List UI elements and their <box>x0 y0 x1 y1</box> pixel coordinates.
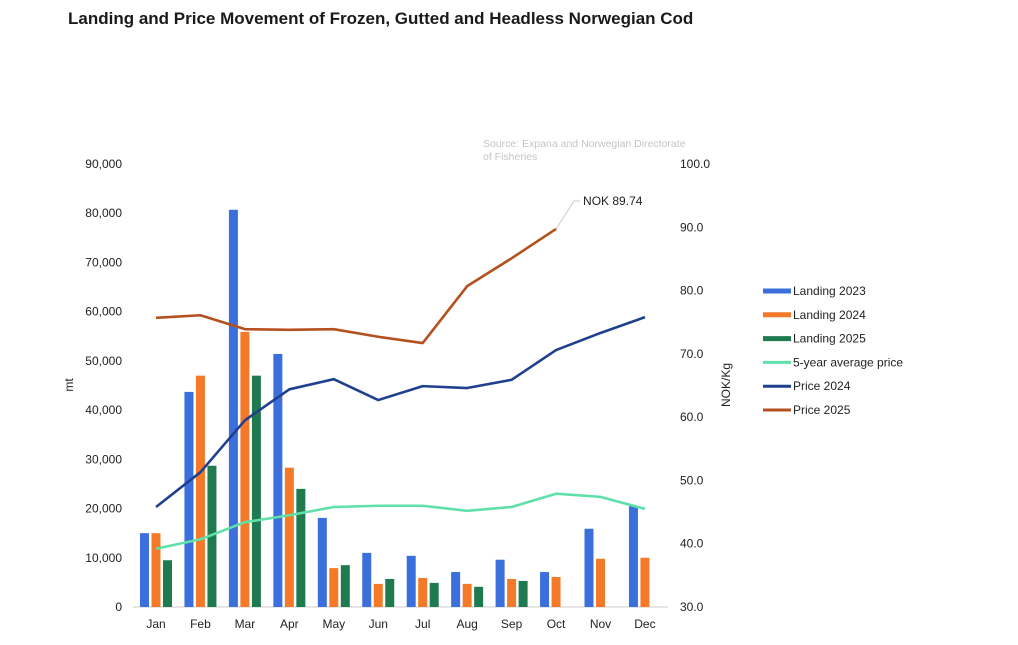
bar-landing-2024 <box>596 558 605 607</box>
bar-landing-2024 <box>462 583 472 607</box>
source-line-2: of Fisheries <box>483 151 537 163</box>
bar-landing-2024 <box>329 568 339 607</box>
line-price-2025 <box>155 227 557 345</box>
bar-landing-2025 <box>518 580 528 607</box>
x-tick-label: Apr <box>280 617 299 631</box>
right-tick-label: 60.0 <box>680 410 704 424</box>
legend-label: Price 2025 <box>793 403 851 417</box>
x-tick-label: Feb <box>190 617 211 631</box>
bar-landing-2023 <box>406 555 416 607</box>
right-tick-label: 40.0 <box>680 537 704 551</box>
bar-landing-2024 <box>284 467 294 607</box>
bar-landing-2025 <box>296 488 306 607</box>
left-tick-label: 50,000 <box>85 354 122 368</box>
bar-landing-2024 <box>195 375 205 607</box>
bar-landing-2023 <box>584 528 594 607</box>
bar-landing-2024 <box>151 533 161 607</box>
legend-label: Landing 2025 <box>793 332 866 346</box>
chart-title: Landing and Price Movement of Frozen, Gu… <box>68 9 693 28</box>
x-tick-label: Aug <box>456 617 477 631</box>
bar-landing-2024 <box>240 331 250 607</box>
bar-landing-2023 <box>362 552 372 607</box>
bar-landing-2023 <box>540 572 550 607</box>
x-tick-label: Nov <box>590 617 611 631</box>
bar-landing-2023 <box>628 506 638 607</box>
bar-landing-2024 <box>640 557 650 607</box>
bar-landing-2023 <box>495 559 505 607</box>
legend-label: Landing 2024 <box>793 308 866 322</box>
bar-landing-2025 <box>385 578 395 607</box>
right-tick-label: 90.0 <box>680 220 704 234</box>
left-tick-label: 70,000 <box>85 255 122 269</box>
left-tick-label: 0 <box>115 600 122 614</box>
bar-landing-2024 <box>373 583 383 607</box>
annotation-leader-line <box>555 200 581 230</box>
x-tick-label: Oct <box>547 617 566 631</box>
left-tick-label: 60,000 <box>85 305 122 319</box>
x-tick-label: Dec <box>634 617 655 631</box>
right-tick-label: 70.0 <box>680 347 704 361</box>
line-5-year-average-price <box>155 492 646 551</box>
left-tick-label: 40,000 <box>85 403 122 417</box>
bar-landing-2025 <box>340 565 350 607</box>
bar-landing-2025 <box>207 465 217 607</box>
x-tick-label: Sep <box>501 617 523 631</box>
bar-landing-2023 <box>140 533 149 607</box>
bar-landing-2025 <box>251 375 261 607</box>
right-axis-label: NOK/Kg <box>719 363 733 407</box>
left-tick-label: 90,000 <box>85 157 122 171</box>
left-axis-label: mt <box>62 378 76 392</box>
annotation-label: NOK 89.74 <box>583 194 643 208</box>
bar-landing-2023 <box>273 353 283 607</box>
left-tick-label: 30,000 <box>85 452 122 466</box>
right-tick-label: 30.0 <box>680 600 704 614</box>
bar-landing-2025 <box>474 586 484 607</box>
bar-landing-2024 <box>418 577 428 607</box>
right-tick-label: 50.0 <box>680 473 704 487</box>
x-tick-label: Jun <box>369 617 388 631</box>
bar-landing-2025 <box>163 560 172 607</box>
bar-landing-2023 <box>184 391 194 607</box>
right-tick-label: 100.0 <box>680 157 710 171</box>
left-tick-label: 20,000 <box>85 502 122 516</box>
x-tick-label: Jul <box>415 617 430 631</box>
source-line-1: Source: Expana and Norwegian Directorate <box>483 138 686 150</box>
line-price-2024 <box>155 315 646 509</box>
bar-landing-2024 <box>507 578 517 607</box>
bar-landing-2024 <box>551 576 561 607</box>
bar-landing-2025 <box>429 582 439 607</box>
right-tick-label: 80.0 <box>680 284 704 298</box>
x-tick-label: Jan <box>146 617 165 631</box>
bar-landing-2023 <box>451 572 461 607</box>
legend-label: Price 2024 <box>793 379 851 393</box>
left-tick-label: 80,000 <box>85 206 122 220</box>
bar-landing-2023 <box>317 517 327 607</box>
legend-label: 5-year average price <box>793 355 903 369</box>
bar-landing-2023 <box>228 209 238 607</box>
x-tick-label: Mar <box>235 617 256 631</box>
legend-label: Landing 2023 <box>793 284 866 298</box>
x-tick-label: May <box>322 617 345 631</box>
left-tick-label: 10,000 <box>85 551 122 565</box>
